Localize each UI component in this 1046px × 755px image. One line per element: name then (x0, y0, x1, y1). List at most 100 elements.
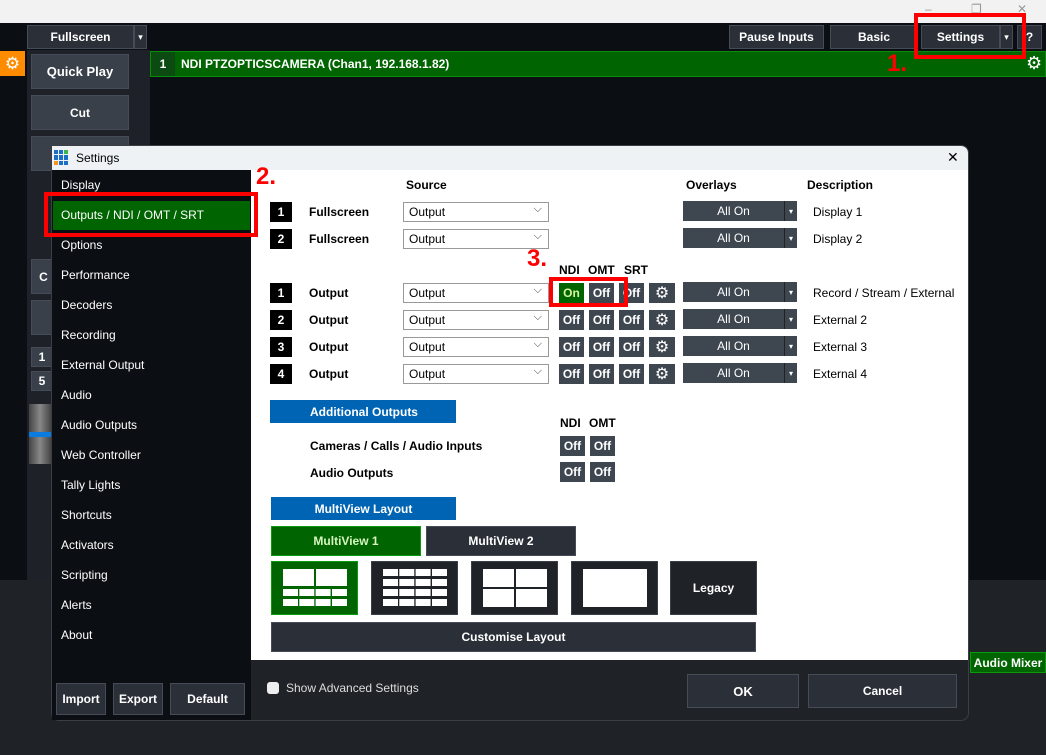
fullscreen-1-source-select[interactable]: Output (403, 202, 549, 222)
input-bar[interactable] (150, 51, 1046, 77)
audio-outputs-ndi-toggle[interactable]: Off (560, 462, 585, 482)
output-1-gear-icon[interactable]: ⚙ (649, 283, 675, 303)
nav-shortcuts[interactable]: Shortcuts (61, 508, 112, 522)
maximize-button[interactable]: ❐ (971, 2, 982, 16)
layout-legacy-button[interactable]: Legacy (670, 561, 757, 615)
output-1-number: 1 (270, 283, 292, 303)
overlays-header: Overlays (686, 178, 737, 192)
dialog-title: Settings (76, 151, 120, 165)
audio-mixer-tab[interactable]: Audio Mixer (970, 652, 1046, 673)
audio-outputs-label: Audio Outputs (310, 466, 394, 480)
multiview-2-tab[interactable]: MultiView 2 (426, 526, 576, 556)
output-4-ndi-toggle[interactable]: Off (559, 364, 584, 384)
default-button[interactable]: Default (170, 683, 245, 715)
nav-alerts[interactable]: Alerts (61, 598, 92, 612)
layout-16-grid[interactable] (371, 561, 458, 615)
transition-number-5[interactable]: 5 (31, 371, 53, 391)
output-1-overlays[interactable]: All On ▾ (683, 282, 797, 302)
output-3-number: 3 (270, 337, 292, 357)
layout-4-grid[interactable] (471, 561, 558, 615)
nav-display[interactable]: Display (61, 178, 101, 192)
input-number: 1 (151, 52, 175, 76)
transition-number-1[interactable]: 1 (31, 347, 53, 367)
export-button[interactable]: Export (113, 683, 163, 715)
fullscreen-1-overlays[interactable]: All On ▾ (683, 201, 797, 221)
nav-decoders[interactable]: Decoders (61, 298, 113, 312)
show-advanced-checkbox[interactable] (267, 682, 279, 694)
settings-dropdown[interactable]: ▾ (1000, 25, 1013, 49)
nav-external-output[interactable]: External Output (61, 358, 145, 372)
output-4-source-select[interactable]: Output (403, 364, 549, 384)
output-4-omt-toggle[interactable]: Off (589, 364, 614, 384)
multiview-1-tab[interactable]: MultiView 1 (271, 526, 421, 556)
fullscreen-2-overlays[interactable]: All On ▾ (683, 228, 797, 248)
nav-recording[interactable]: Recording (61, 328, 116, 342)
nav-outputs-ndi-omt-srt[interactable]: Outputs / NDI / OMT / SRT (61, 208, 204, 222)
layout-2-large-8-small[interactable] (271, 561, 358, 615)
fullscreen-2-source-select[interactable]: Output (403, 229, 549, 249)
nav-scripting[interactable]: Scripting (61, 568, 108, 582)
nav-options[interactable]: Options (61, 238, 103, 252)
layout-single[interactable] (571, 561, 658, 615)
chevron-down-icon: ▾ (784, 282, 797, 302)
customise-layout-button[interactable]: Customise Layout (271, 622, 756, 652)
pause-inputs-button[interactable]: Pause Inputs (729, 25, 824, 49)
output-2-ndi-toggle[interactable]: Off (559, 310, 584, 330)
nav-selected-highlight (53, 201, 250, 230)
help-button[interactable]: ? (1017, 25, 1042, 49)
orange-gear-button[interactable]: ⚙ (0, 51, 25, 76)
output-3-omt-toggle[interactable]: Off (589, 337, 614, 357)
output-2-gear-icon[interactable]: ⚙ (649, 310, 675, 330)
settings-nav (52, 170, 251, 720)
fullscreen-2-label: Fullscreen (309, 232, 370, 246)
output-4-overlays[interactable]: All On ▾ (683, 363, 797, 383)
basic-button[interactable]: Basic (830, 25, 918, 49)
output-2-omt-toggle[interactable]: Off (589, 310, 614, 330)
dialog-close-button[interactable]: ✕ (947, 149, 959, 165)
output-1-ndi-toggle[interactable]: On (559, 283, 584, 303)
output-3-gear-icon[interactable]: ⚙ (649, 337, 675, 357)
ok-button[interactable]: OK (687, 674, 799, 708)
nav-about[interactable]: About (61, 628, 93, 642)
nav-tally-lights[interactable]: Tally Lights (61, 478, 121, 492)
nav-performance[interactable]: Performance (61, 268, 130, 282)
cameras-ndi-toggle[interactable]: Off (560, 436, 585, 456)
output-1-omt-toggle[interactable]: Off (589, 283, 614, 303)
audio-outputs-omt-toggle[interactable]: Off (590, 462, 615, 482)
annotation-box-3 (549, 277, 628, 307)
output-4-number: 4 (270, 364, 292, 384)
output-4-label: Output (309, 367, 349, 381)
chevron-down-icon: ▾ (784, 363, 797, 383)
output-2-source-select[interactable]: Output (403, 310, 549, 330)
output-3-source-select[interactable]: Output (403, 337, 549, 357)
output-1-source-select[interactable]: Output (403, 283, 549, 303)
nav-activators[interactable]: Activators (61, 538, 114, 552)
nav-audio-outputs[interactable]: Audio Outputs (61, 418, 138, 432)
output-3-overlays[interactable]: All On ▾ (683, 336, 797, 356)
output-3-ndi-toggle[interactable]: Off (559, 337, 584, 357)
cut-button[interactable]: Cut (31, 95, 129, 130)
output-2-overlays[interactable]: All On ▾ (683, 309, 797, 329)
minimize-button[interactable]: – (925, 2, 932, 16)
output-4-srt-toggle[interactable]: Off (619, 364, 644, 384)
settings-button[interactable]: Settings (921, 25, 1000, 49)
source-header: Source (406, 178, 447, 192)
import-button[interactable]: Import (56, 683, 106, 715)
chevron-down-icon: ▾ (784, 309, 797, 329)
close-window-button[interactable]: ✕ (1017, 2, 1028, 16)
quick-play-button[interactable]: Quick Play (31, 54, 129, 89)
input-gear-icon[interactable]: ⚙ (1026, 53, 1043, 73)
t-bar-fader[interactable] (29, 404, 51, 464)
output-3-srt-toggle[interactable]: Off (619, 337, 644, 357)
nav-web-controller[interactable]: Web Controller (61, 448, 141, 462)
fullscreen-button[interactable]: Fullscreen (27, 25, 134, 49)
dialog-title-bar (52, 146, 968, 171)
nav-audio[interactable]: Audio (61, 388, 92, 402)
layout-single-icon (582, 569, 647, 607)
output-4-gear-icon[interactable]: ⚙ (649, 364, 675, 384)
fullscreen-dropdown[interactable]: ▾ (134, 25, 147, 49)
cancel-button[interactable]: Cancel (808, 674, 957, 708)
output-2-srt-toggle[interactable]: Off (619, 310, 644, 330)
chevron-down-icon: ▾ (784, 201, 797, 221)
cameras-omt-toggle[interactable]: Off (590, 436, 615, 456)
